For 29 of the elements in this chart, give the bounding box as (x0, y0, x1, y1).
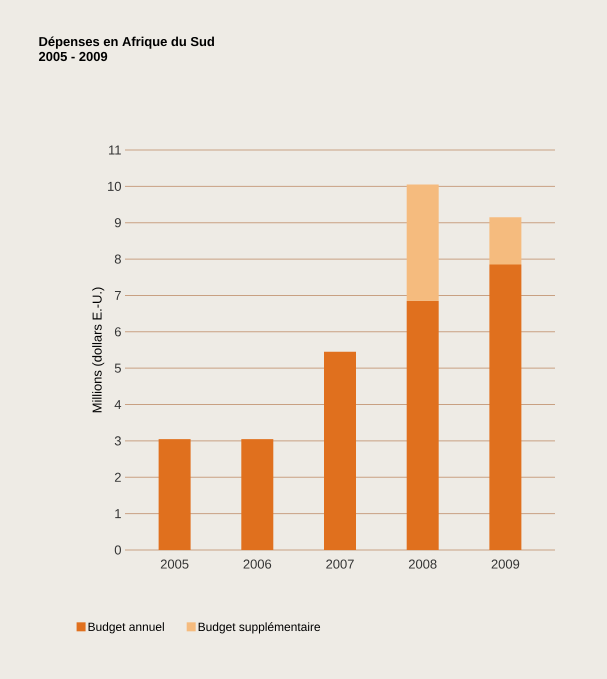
y-tick-label: 0 (114, 545, 121, 555)
x-tick-label: 2005 (160, 560, 188, 569)
legend-label: Budget supplémentaire (198, 622, 320, 634)
y-tick-label: 2 (114, 472, 121, 482)
y-tick-label: 1 (115, 509, 121, 518)
chart-subtitle: 2005 - 2009 (38, 52, 108, 62)
x-tick-label: 2009 (492, 560, 520, 569)
y-tick-label: 6 (114, 327, 121, 336)
x-tick-label: 2006 (244, 560, 272, 569)
bar (241, 439, 274, 550)
x-tick-label: 2007 (326, 560, 354, 569)
y-axis-title: Millions (dollars E.-U.) (92, 287, 104, 412)
y-tick-label: 8 (114, 254, 121, 264)
y-tick-label: 7 (114, 290, 121, 300)
bar (324, 352, 356, 550)
y-tick-label: 3 (114, 436, 121, 446)
bar (489, 217, 522, 265)
y-tick-label: 4 (114, 400, 122, 409)
legend-label: Budget annuel (88, 622, 164, 634)
y-tick-label: 5 (114, 364, 121, 373)
bar (158, 439, 191, 550)
y-tick-label: 10 (108, 182, 121, 191)
bar (406, 184, 439, 301)
y-tick-label: 9 (114, 218, 121, 228)
y-tick-label: 11 (109, 146, 121, 154)
bar (489, 264, 522, 550)
chart-title: Dépenses en Afrique du Sud (39, 36, 214, 49)
x-tick-label: 2008 (408, 560, 437, 569)
bar (406, 300, 439, 550)
